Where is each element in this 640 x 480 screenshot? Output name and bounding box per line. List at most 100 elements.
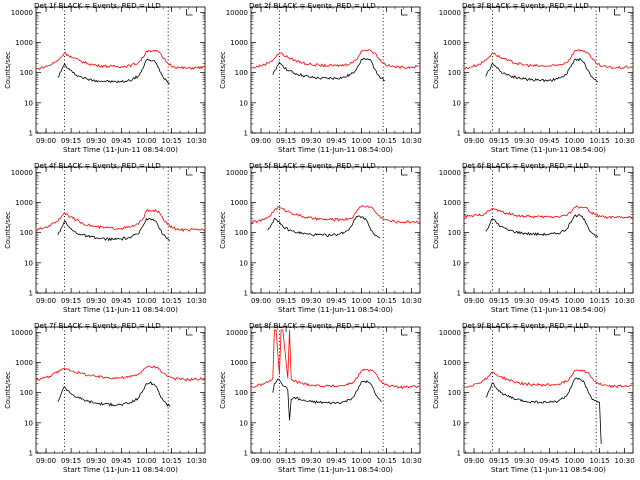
panel-3-title: Det 3f BLACK = Events, RED = LLD: [462, 1, 589, 10]
panel-2-x-tick-label: 09:30: [301, 137, 321, 145]
panel-9-events-series-line: [485, 377, 602, 444]
panel-2-x-tick-label: 09:00: [251, 137, 271, 145]
panel-1-lld-series-line: [35, 49, 206, 71]
panel-6-y-tick-label: 10: [452, 259, 461, 267]
panel-5-x-tick-label: 09:30: [301, 297, 321, 305]
panel-7-x-tick-label: 10:00: [136, 457, 156, 465]
panel-9-group: Det 9f BLACK = Events, RED = LLD 1 10 100 10…: [432, 321, 635, 474]
panel-1-y-tick-label: 1000: [15, 39, 33, 47]
panel-6-y-tick-label: 10000: [439, 169, 461, 177]
panel-1-x-axis-label: Start Time (11-Jun-11 08:54:00): [63, 145, 178, 154]
panel-3-x-tick-label: 09:45: [539, 137, 559, 145]
panel-9-y-tick-label: 100: [448, 389, 461, 397]
panel-5-x-tick-label: 10:30: [402, 297, 422, 305]
panel-3-x-tick-label: 09:30: [514, 137, 534, 145]
panel-6-group: Det 6f BLACK = Events, RED = LLD 1 10 100 10…: [432, 161, 635, 314]
panel-2-group: Det 2f BLACK = Events, RED = LLD 1 10 100 10…: [219, 1, 422, 154]
panel-7-plot-frame: [35, 326, 206, 454]
panel-2-plot-frame: [250, 6, 421, 134]
panel-4-x-tick-label: 09:45: [111, 297, 131, 305]
panel-9-y-axis-label: Counts/sec: [432, 371, 440, 409]
panel-6-x-tick-label: 10:00: [564, 297, 584, 305]
panel-3-y-tick-label: 1: [457, 130, 461, 138]
panel-6-x-tick-label: 09:15: [489, 297, 509, 305]
panel-9-title: Det 9f BLACK = Events, RED = LLD: [462, 321, 589, 330]
panel-2-corner-marker: [401, 9, 408, 16]
panel-1-x-tick-label: 10:15: [161, 137, 181, 145]
panel-7-y-tick-label: 1000: [15, 359, 33, 367]
panel-8-x-tick-label: 09:45: [326, 457, 346, 465]
panel-5-x-tick-label: 10:15: [376, 297, 396, 305]
panel-8-x-tick-label: 10:30: [402, 457, 422, 465]
panel-5-y-axis-label: Counts/sec: [219, 211, 227, 249]
panel-3-corner-marker: [614, 9, 621, 16]
panel-7-lld-series-line: [35, 365, 206, 382]
panel-6-x-tick-label: 09:00: [464, 297, 484, 305]
panel-6-x-tick-label: 09:30: [514, 297, 534, 305]
panel-2-y-axis-label: Counts/sec: [219, 51, 227, 89]
panel-4-group: Det 4f BLACK = Events, RED = LLD 1 10 100 10…: [4, 161, 207, 314]
panel-7-x-tick-label: 09:45: [111, 457, 131, 465]
panel-9-x-tick-label: 09:00: [464, 457, 484, 465]
panel-4-x-tick-label: 10:00: [136, 297, 156, 305]
panel-7-x-tick-label: 09:30: [86, 457, 106, 465]
panel-8-lld-series-line: [250, 329, 421, 390]
panel-2-y-tick-label: 10000: [226, 9, 248, 17]
panel-2-x-tick-label: 09:15: [276, 137, 296, 145]
panel-4-y-tick-label: 10: [24, 259, 33, 267]
panel-7-x-tick-label: 10:30: [187, 457, 207, 465]
panel-3-x-tick-label: 10:30: [615, 137, 635, 145]
panel-2-y-tick-label: 1000: [230, 39, 248, 47]
panel-4-events-series-line: [57, 217, 171, 242]
panel-1-x-tick-label: 10:00: [136, 137, 156, 145]
panel-7-x-axis-label: Start Time (11-Jun-11 08:54:00): [63, 465, 178, 474]
panel-5-x-axis-label: Start Time (11-Jun-11 08:54:00): [278, 305, 393, 314]
panel-5-y-tick-label: 10000: [226, 169, 248, 177]
panel-5-lld-series-line: [250, 205, 421, 224]
panel-8-corner-marker: [401, 329, 408, 336]
panel-9-x-tick-label: 09:15: [489, 457, 509, 465]
panel-1-y-tick-label: 100: [20, 69, 33, 77]
panel-5-title: Det 5f BLACK = Events, RED = LLD: [249, 161, 376, 170]
panel-7-events-series-line: [57, 381, 171, 407]
panel-2-x-tick-label: 10:30: [402, 137, 422, 145]
panel-6-x-tick-label: 10:30: [615, 297, 635, 305]
panel-7-corner-marker: [186, 329, 193, 336]
panel-5-events-series-line: [267, 215, 381, 239]
panel-2-lld-series-line: [250, 48, 421, 70]
panel-6-x-tick-label: 10:15: [589, 297, 609, 305]
panel-5-x-tick-label: 09:15: [276, 297, 296, 305]
panel-9-x-axis-label: Start Time (11-Jun-11 08:54:00): [491, 465, 606, 474]
panel-6-x-axis-label: Start Time (11-Jun-11 08:54:00): [491, 305, 606, 314]
panel-5-y-tick-label: 100: [235, 229, 248, 237]
panel-6-lld-series-line: [463, 205, 633, 220]
panel-5-corner-marker: [401, 169, 408, 176]
panel-6-title: Det 6f BLACK = Events, RED = LLD: [462, 161, 589, 170]
panel-5-x-tick-label: 09:45: [326, 297, 346, 305]
panel-1-y-tick-label: 10: [24, 99, 33, 107]
panel-1-plot-frame: [35, 6, 206, 134]
panel-1-y-tick-label: 10000: [11, 9, 33, 17]
panel-4-lld-series-line: [35, 208, 206, 233]
panel-8-y-axis-label: Counts/sec: [219, 371, 227, 409]
panel-6-plot-frame: [463, 166, 634, 294]
panel-1-x-tick-label: 09:30: [86, 137, 106, 145]
panel-4-x-axis-label: Start Time (11-Jun-11 08:54:00): [63, 305, 178, 314]
panel-4-y-axis-label: Counts/sec: [4, 211, 12, 249]
panel-8-group: Det 8f BLACK = Events, RED = LLD 1 10 100 10…: [219, 321, 422, 474]
panel-1-x-tick-label: 09:15: [61, 137, 81, 145]
panel-9-x-tick-label: 10:15: [589, 457, 609, 465]
panel-9-corner-marker: [614, 329, 621, 336]
panel-3-y-axis-label: Counts/sec: [432, 51, 440, 89]
panel-9-y-tick-label: 10: [452, 419, 461, 427]
panel-2-x-axis-label: Start Time (11-Jun-11 08:54:00): [278, 145, 393, 154]
panel-6-x-tick-label: 09:45: [539, 297, 559, 305]
panel-1-x-tick-label: 10:30: [187, 137, 207, 145]
panel-9-x-tick-label: 10:00: [564, 457, 584, 465]
panel-3-lld-series-line: [463, 48, 634, 70]
panel-8-y-tick-label: 1: [244, 450, 248, 458]
panel-2-y-tick-label: 100: [235, 69, 248, 77]
panel-3-y-tick-label: 10: [452, 99, 461, 107]
panel-5-y-tick-label: 1: [244, 290, 248, 298]
